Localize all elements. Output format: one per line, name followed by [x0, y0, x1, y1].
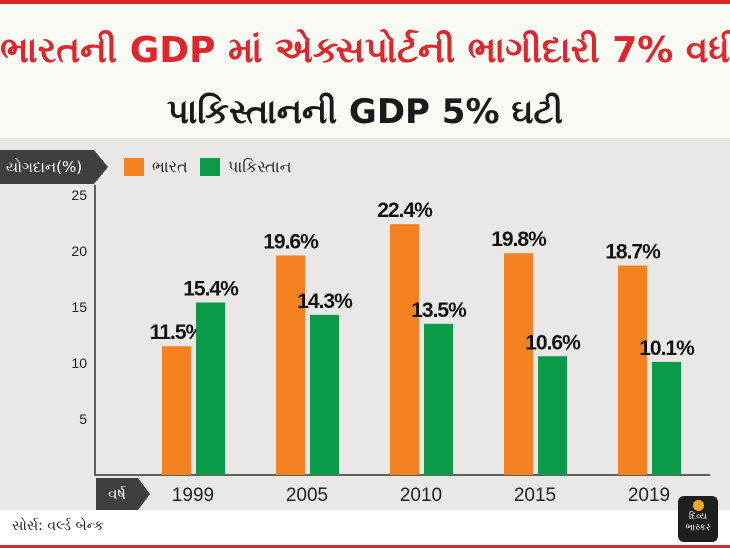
x-axis-label: વર્ષ: [96, 478, 150, 510]
x-tick-label: 1999: [172, 485, 214, 506]
x-tick-label: 2010: [400, 485, 442, 506]
data-label: 10.1%: [639, 337, 695, 360]
y-axis-label-text: યોગદાન(%): [5, 158, 83, 176]
data-label: 19.6%: [263, 230, 319, 253]
data-label: 10.6%: [525, 331, 581, 354]
y-tick-label: 20: [71, 243, 87, 259]
x-tick-label: 2015: [514, 485, 556, 506]
y-tick-label: 5: [79, 411, 87, 427]
data-label: 14.3%: [297, 290, 353, 313]
bar-pakistan-1999: [196, 302, 225, 475]
bar-pakistan-2005: [310, 314, 339, 475]
bar-pakistan-2010: [424, 323, 453, 475]
legend-label-pakistan: પાકિસ્તાન: [228, 157, 292, 176]
data-label: 13.5%: [411, 299, 467, 322]
data-label: 15.4%: [183, 278, 239, 301]
bar-india-1999: [162, 346, 191, 475]
source-text: સોર્સ: વર્લ્ડ બેન્ક: [12, 518, 104, 534]
title-line-2: પાકિસ્તાનની GDP 5% ઘટી: [166, 92, 564, 132]
x-tick-label: 2005: [286, 485, 328, 506]
x-tick-label: 2019: [628, 485, 670, 506]
y-tick-label: 15: [71, 299, 87, 315]
brand-logo: દિવ્ય ભાસ્કર: [678, 496, 718, 542]
bar-india-2010: [390, 224, 419, 475]
y-tick-label: 25: [71, 187, 87, 203]
title-line-1: ભારતની GDP માં એક્સપોર્ટની ભાગીદારી 7% વ…: [0, 30, 730, 71]
bar-pakistan-2019: [652, 361, 681, 475]
chart-panel: [0, 138, 730, 510]
footer: સોર્સ: વર્લ્ડ બેન્ક દિવ્ય ભાસ્કર: [0, 496, 730, 548]
data-label: 19.8%: [491, 228, 547, 251]
legend-swatch-pakistan: [200, 158, 220, 176]
data-label: 11.5%: [150, 321, 205, 344]
data-label: 22.4%: [377, 199, 433, 222]
legend-pakistan: પાકિસ્તાન: [200, 155, 292, 179]
bar-india-2019: [618, 265, 647, 475]
legend-label-india: ભારત: [152, 157, 188, 176]
bar-india-2005: [276, 255, 305, 475]
data-label: 18.7%: [605, 241, 661, 264]
legend-india: ભારત: [124, 155, 188, 179]
logo-sun-icon: [693, 500, 704, 511]
y-tick-label: 10: [71, 355, 87, 371]
legend-swatch-india: [124, 158, 144, 176]
header: ભારતની GDP માં એક્સપોર્ટની ભાગીદારી 7% વ…: [0, 0, 730, 138]
x-axis-label-text: વર્ષ: [108, 485, 126, 503]
bar-india-2015: [504, 253, 533, 475]
bar-pakistan-2015: [538, 356, 567, 475]
y-axis-label: યોગદાન(%): [0, 150, 108, 184]
